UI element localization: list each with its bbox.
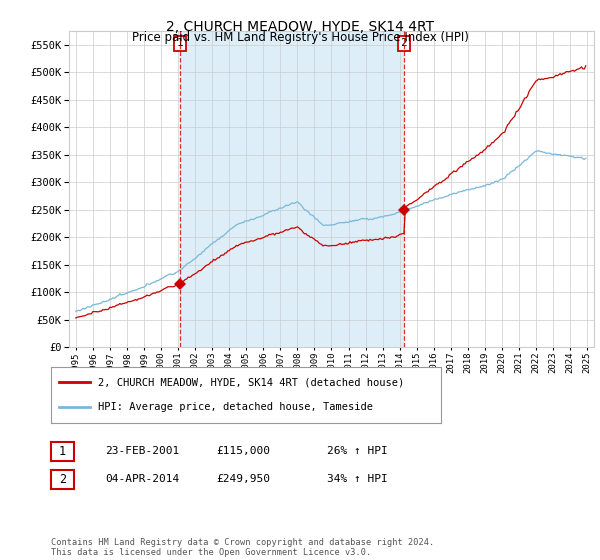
Text: 2, CHURCH MEADOW, HYDE, SK14 4RT: 2, CHURCH MEADOW, HYDE, SK14 4RT [166, 20, 434, 34]
Text: 2: 2 [59, 473, 66, 486]
Text: 26% ↑ HPI: 26% ↑ HPI [327, 446, 388, 456]
Text: HPI: Average price, detached house, Tameside: HPI: Average price, detached house, Tame… [98, 402, 373, 412]
Text: 1: 1 [177, 39, 184, 49]
Text: 1: 1 [59, 445, 66, 458]
Text: 34% ↑ HPI: 34% ↑ HPI [327, 474, 388, 484]
Text: Contains HM Land Registry data © Crown copyright and database right 2024.
This d: Contains HM Land Registry data © Crown c… [51, 538, 434, 557]
Bar [180, 31, 404, 347]
Text: 04-APR-2014: 04-APR-2014 [105, 474, 179, 484]
Text: 2, CHURCH MEADOW, HYDE, SK14 4RT (detached house): 2, CHURCH MEADOW, HYDE, SK14 4RT (detach… [98, 377, 404, 388]
Text: 2: 2 [401, 39, 407, 49]
Text: £115,000: £115,000 [216, 446, 270, 456]
Text: Price paid vs. HM Land Registry's House Price Index (HPI): Price paid vs. HM Land Registry's House … [131, 31, 469, 44]
Text: 23-FEB-2001: 23-FEB-2001 [105, 446, 179, 456]
Text: £249,950: £249,950 [216, 474, 270, 484]
